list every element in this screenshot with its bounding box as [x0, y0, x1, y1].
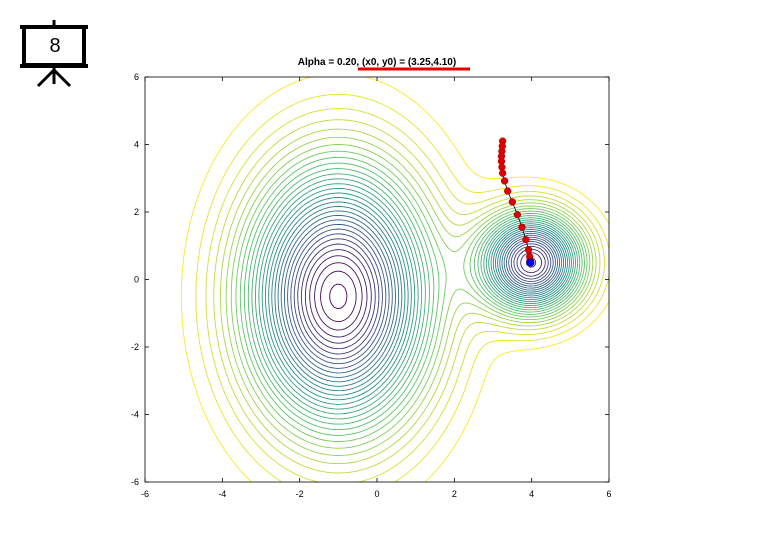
contour-line	[195, 93, 610, 483]
x-tick-label: -2	[296, 489, 304, 499]
y-tick-label: -6	[131, 477, 139, 487]
chart-title: Alpha = 0.20, (x0, y0) = (3.25,4.10)	[298, 57, 456, 68]
trajectory-point	[522, 236, 530, 244]
contour-line	[247, 168, 581, 425]
contour-line	[255, 178, 576, 415]
x-tick-label: 6	[606, 489, 611, 499]
x-tick-label: -4	[218, 489, 226, 499]
trajectory-point	[508, 198, 516, 206]
contour-line	[277, 210, 563, 383]
contour-line	[283, 219, 558, 374]
contour-line	[329, 283, 348, 310]
contour-line	[213, 119, 601, 474]
contour-line	[304, 249, 543, 344]
contour-line	[180, 76, 610, 483]
contour-line	[268, 197, 568, 396]
contour-line	[297, 238, 549, 355]
contour-line	[274, 206, 565, 387]
contour-line	[320, 270, 357, 323]
contour-line	[271, 201, 566, 392]
contour-line	[225, 136, 594, 456]
contour-line	[261, 187, 572, 405]
descent-trajectory	[497, 137, 535, 267]
contour-line	[219, 128, 597, 465]
contour-line	[265, 192, 570, 401]
trajectory-point	[518, 223, 526, 231]
trajectory-point	[499, 169, 507, 177]
slide-number: 8	[49, 35, 61, 57]
contour-line	[314, 262, 363, 331]
end-point	[526, 258, 535, 267]
trajectory-point	[513, 211, 522, 219]
y-tick-label: 6	[134, 72, 139, 82]
y-tick-label: 2	[134, 207, 139, 217]
contour-line	[251, 173, 579, 420]
presentation-board-icon	[20, 20, 88, 88]
contour-line	[243, 162, 583, 431]
contour-line	[287, 223, 556, 369]
y-tick-label: -2	[131, 342, 139, 352]
x-tick-label: -6	[141, 489, 149, 499]
trajectory-point	[524, 246, 533, 254]
contour-line	[290, 228, 554, 365]
x-tick-label: 4	[529, 489, 534, 499]
contour-lines	[180, 76, 610, 483]
trajectory-point	[500, 177, 509, 185]
contour-line	[280, 214, 561, 378]
contour-line	[235, 150, 588, 442]
axis-ticks: -6 -4 -2 0 2 4 6 -6 -4 -2 0 2 4 6	[131, 72, 612, 499]
contour-line	[258, 183, 574, 410]
y-tick-label: 0	[134, 275, 139, 285]
contour-line	[293, 233, 552, 360]
contour-line	[205, 108, 605, 483]
trajectory-point	[498, 163, 506, 171]
x-tick-label: 2	[452, 489, 457, 499]
x-tick-label: 0	[374, 489, 379, 499]
contour-line	[230, 144, 591, 449]
contour-line	[309, 255, 537, 338]
contour-line	[239, 156, 585, 436]
y-tick-label: 4	[134, 140, 139, 150]
trajectory-point	[504, 187, 512, 195]
y-tick-label: -4	[131, 410, 139, 420]
